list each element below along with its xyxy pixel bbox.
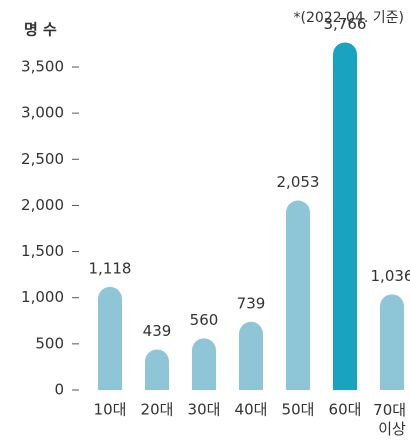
value-label: 3,766: [324, 15, 367, 33]
bar: [192, 338, 216, 390]
value-label: 560: [190, 311, 219, 329]
bar: [333, 42, 357, 391]
value-label: 1,118: [89, 259, 132, 277]
value-label: 2,053: [277, 173, 320, 191]
y-tick-label: 500: [35, 334, 64, 352]
y-tick-label: 2,000: [21, 196, 64, 214]
x-tick-label: 20대: [141, 401, 174, 419]
bar: [98, 286, 122, 390]
bar: [239, 321, 263, 390]
bar: [286, 200, 310, 390]
x-tick-label: 70대 이상: [373, 401, 410, 438]
value-label: 439: [143, 322, 172, 340]
x-tick-label: 30대: [188, 401, 221, 419]
y-tick-label: 1,000: [21, 288, 64, 306]
y-tick-label: 3,000: [21, 104, 64, 122]
x-tick-label: 50대: [282, 401, 315, 419]
bar: [380, 294, 404, 390]
x-tick-label: 40대: [235, 401, 268, 419]
value-label: 739: [237, 294, 266, 312]
y-tick-label: 1,500: [21, 242, 64, 260]
note: *(2022.04. 기준): [294, 10, 404, 26]
x-tick-label: 10대: [94, 401, 127, 419]
y-tick-label: 3,500: [21, 58, 64, 76]
y-axis-label: 명 수: [24, 21, 57, 39]
value-label: 1,036: [371, 267, 410, 285]
y-tick-label: 2,500: [21, 150, 64, 168]
bar: [145, 349, 169, 390]
x-tick-label: 60대: [329, 401, 362, 419]
y-tick-label: 0: [54, 381, 64, 399]
